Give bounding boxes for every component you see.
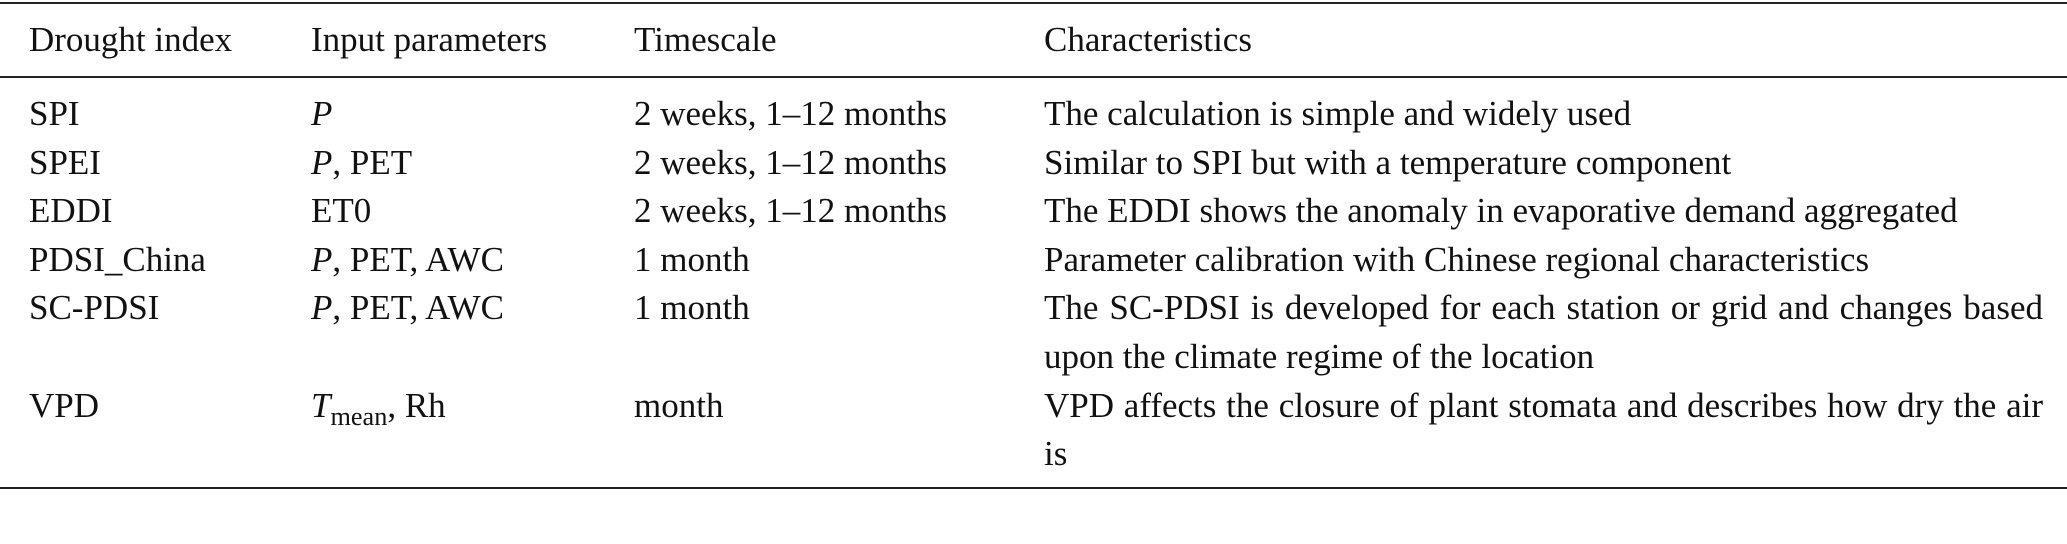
table-cell: Similar to SPI but with a temperature co… (1044, 142, 1732, 182)
table-cell: 1 month (634, 288, 750, 328)
table-cell: SC-PDSI (29, 288, 160, 328)
table-row: VPD Tmean, Rh month VPD affects the closure… (0, 382, 2067, 488)
table-cell: The EDDI shows the anomaly in evaporativ… (1044, 191, 1958, 231)
table-row: EDDI ET0 2 weeks, 1–12 months The EDDI show… (0, 187, 2067, 236)
table-cell: VPD (29, 385, 100, 425)
table-cell: PDSI_China (29, 239, 206, 279)
table-cell: P, PET, AWC (311, 284, 634, 381)
header-row: Drought index Input parameters Timescale Ch… (0, 3, 2067, 77)
cell-fragment: , Rh (387, 385, 446, 425)
table-body: SPI P 2 weeks, 1–12 months The calculation … (0, 77, 2067, 488)
table-cell: 2 weeks, 1–12 months (634, 94, 948, 133)
cell-fragment: T (311, 385, 331, 425)
table-cell: The calculation is simple and widely use… (1044, 94, 1632, 133)
table-header: Drought index Input parameters Timescale Ch… (0, 3, 2067, 77)
header-cell: Characteristics (1044, 20, 1252, 59)
header-cell: Input parameters (311, 20, 548, 59)
table-row: SPI P 2 weeks, 1–12 months The calculation … (0, 77, 2067, 139)
cell-fragment: P (311, 142, 333, 182)
cell-fragment: , PET, AWC (332, 288, 504, 328)
cell-fragment: , PET (332, 142, 413, 182)
data-table: Drought index Input parameters Timescale Ch… (0, 2, 2067, 489)
table-cell: 2 weeks, 1–12 months (634, 191, 948, 231)
cell-fragment: ET0 (311, 191, 372, 231)
table-row: PDSI_China P, PET, AWC 1 month Parameter ca… (0, 236, 2067, 285)
cell-fragment: P (311, 239, 333, 279)
table-cell: P (311, 77, 634, 139)
table-cell: P, PET (311, 139, 634, 188)
table-cell: 2 weeks, 1–12 months (634, 142, 948, 182)
table-row: SC-PDSI P, PET, AWC 1 month The SC-PDSI is … (0, 284, 2067, 381)
table-row: SPEI P, PET 2 weeks, 1–12 months Similar to… (0, 139, 2067, 188)
table-cell: Parameter calibration with Chinese regio… (1044, 239, 1870, 279)
cell-fragment: mean (330, 401, 388, 431)
table-cell: SPI (29, 94, 80, 133)
table-cell: month (634, 385, 724, 425)
header-cell: Timescale (634, 20, 777, 59)
table-cell: Tmean, Rh (311, 382, 634, 488)
cell-fragment: P (311, 288, 333, 328)
table-cell: ET0 (311, 187, 634, 236)
table-cell: EDDI (29, 191, 113, 231)
table-cell: The SC-PDSI is developed for each statio… (1044, 288, 2043, 376)
table-cell: P, PET, AWC (311, 236, 634, 285)
table-cell: SPEI (29, 142, 101, 182)
table-cell: 1 month (634, 239, 750, 279)
cell-fragment: , PET, AWC (332, 239, 504, 279)
header-cell: Drought index (29, 20, 233, 59)
cell-fragment: P (311, 94, 333, 133)
table-cell: VPD affects the closure of plant stomata… (1044, 385, 2043, 474)
